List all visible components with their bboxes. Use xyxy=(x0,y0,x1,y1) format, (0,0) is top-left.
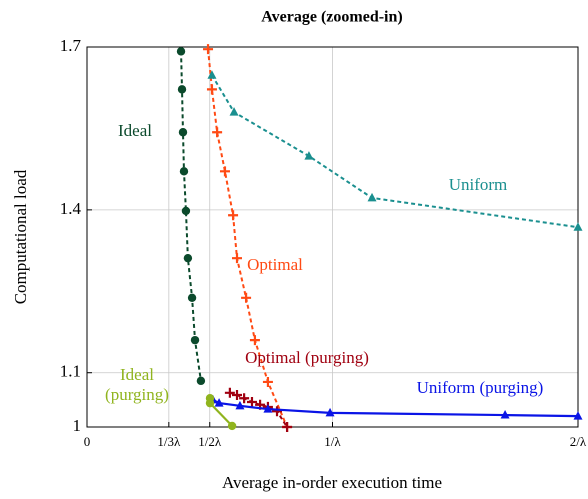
y-tick-label: 1 xyxy=(73,416,82,435)
point xyxy=(500,410,510,419)
point xyxy=(224,387,235,398)
y-axis-label: Computational load xyxy=(11,169,30,304)
y-tick-label: 1.1 xyxy=(60,362,81,381)
y-tick-label: 1.7 xyxy=(60,36,82,55)
point xyxy=(183,253,193,263)
series-line xyxy=(207,49,289,428)
x-tick-label: 1/3λ xyxy=(157,434,181,449)
point xyxy=(282,422,293,432)
point xyxy=(178,128,188,137)
series-line xyxy=(180,51,202,382)
point xyxy=(239,393,250,404)
point xyxy=(177,85,187,94)
x-tick-label: 2/λ xyxy=(570,434,587,449)
point xyxy=(241,292,252,303)
point xyxy=(573,411,583,420)
x-axis-label: Average in-order execution time xyxy=(222,473,442,492)
point xyxy=(232,389,243,400)
chart-title: Average (zoomed-in) xyxy=(261,9,402,26)
point xyxy=(207,70,217,79)
x-tick-label: 0 xyxy=(84,434,91,449)
point xyxy=(246,397,257,408)
point xyxy=(235,400,245,410)
series-label: Ideal xyxy=(118,121,152,140)
point xyxy=(262,376,273,387)
point xyxy=(229,107,239,116)
point xyxy=(232,253,243,264)
point xyxy=(214,398,224,407)
y-tick-label: 1.4 xyxy=(60,199,82,218)
point xyxy=(263,404,273,413)
point xyxy=(304,151,314,160)
point xyxy=(190,335,200,345)
series-line xyxy=(211,74,579,229)
series-label: Uniform (purging) xyxy=(416,378,544,397)
point xyxy=(196,376,206,386)
point xyxy=(219,166,230,177)
point xyxy=(187,293,197,302)
point xyxy=(227,421,237,431)
series-label: Ideal (purging) xyxy=(105,365,169,404)
point xyxy=(272,406,283,417)
point xyxy=(181,206,191,216)
x-tick-label: 1/λ xyxy=(324,434,341,449)
point xyxy=(573,222,583,231)
point xyxy=(203,44,214,55)
point xyxy=(205,398,215,408)
series-label: Optimal (purging) xyxy=(245,348,369,367)
point xyxy=(228,210,239,221)
plot-frame xyxy=(86,46,579,428)
point xyxy=(325,407,335,417)
point xyxy=(249,335,260,346)
x-tick-label: 1/2λ xyxy=(198,434,222,449)
point xyxy=(179,167,189,176)
point xyxy=(176,47,186,56)
series-label: Optimal xyxy=(247,255,303,274)
point xyxy=(212,127,223,138)
point xyxy=(367,192,377,202)
point xyxy=(206,84,217,95)
series-label: Uniform xyxy=(448,175,508,194)
